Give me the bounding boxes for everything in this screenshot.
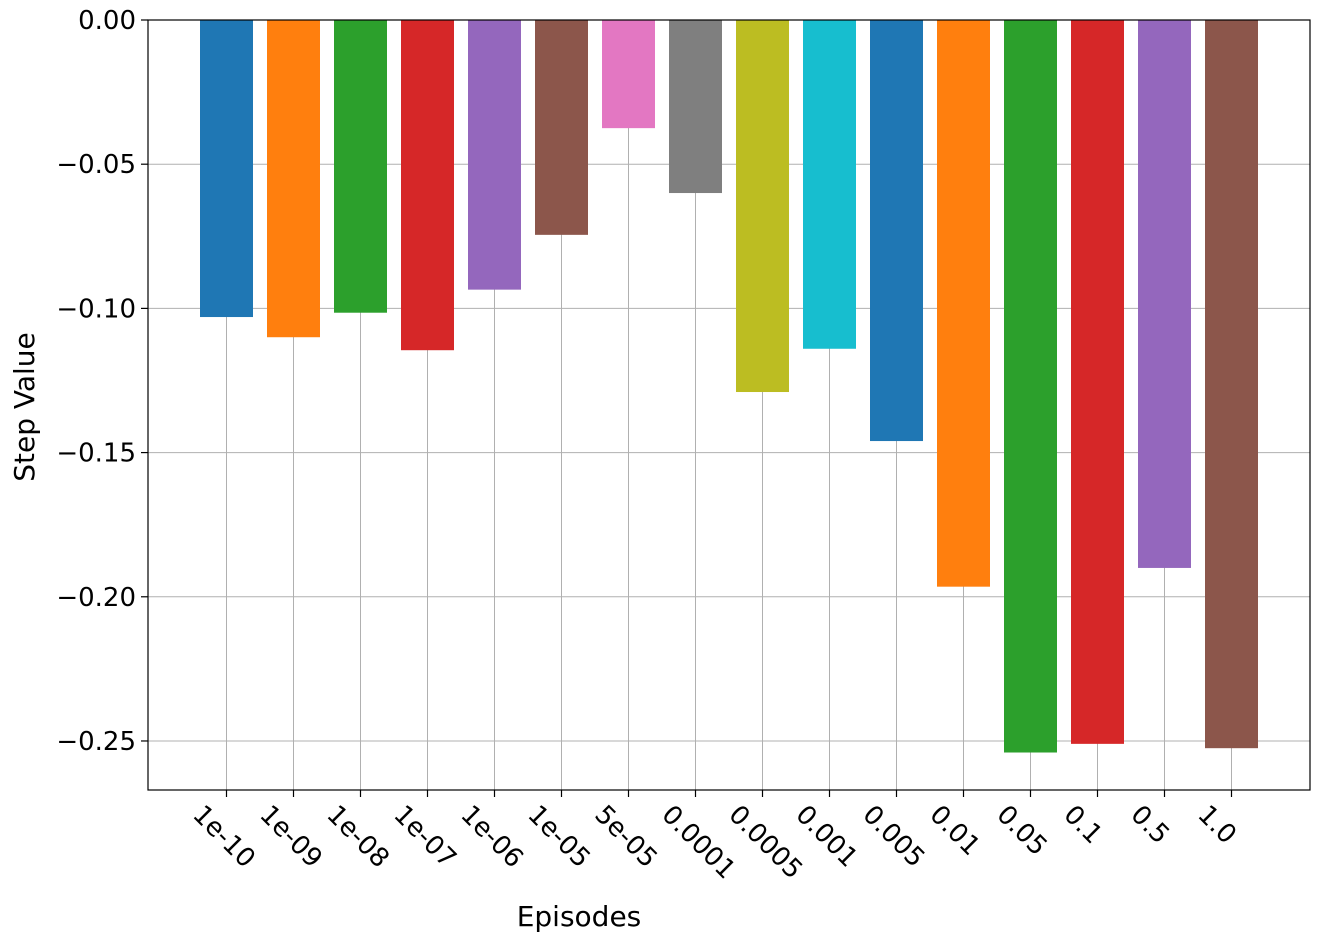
bar bbox=[1138, 20, 1191, 568]
x-tick-label: 0.005 bbox=[857, 800, 931, 874]
bar bbox=[1071, 20, 1124, 744]
x-axis-ticks: 1e-101e-091e-081e-071e-061e-055e-050.000… bbox=[187, 790, 1242, 885]
x-tick-label: 1e-08 bbox=[321, 800, 395, 874]
x-tick-label: 0.0005 bbox=[723, 800, 809, 886]
bar bbox=[669, 20, 722, 194]
y-tick-label: −0.10 bbox=[56, 294, 136, 324]
x-tick-label: 0.0001 bbox=[656, 800, 742, 886]
bar bbox=[535, 20, 588, 235]
y-tick-label: −0.25 bbox=[56, 727, 136, 757]
bar bbox=[267, 20, 320, 338]
bar bbox=[803, 20, 856, 349]
y-tick-label: −0.20 bbox=[56, 583, 136, 613]
bar bbox=[401, 20, 454, 351]
bar bbox=[602, 20, 655, 129]
x-axis-label: Episodes bbox=[517, 900, 642, 933]
x-tick-label: 1.0 bbox=[1192, 800, 1242, 850]
y-axis-ticks: 0.00 −0.05 −0.10 −0.15 −0.20 −0.25 bbox=[56, 6, 148, 757]
x-tick-label: 1e-09 bbox=[254, 800, 328, 874]
y-axis-label: Step Value bbox=[8, 332, 41, 482]
x-tick-label: 0.1 bbox=[1058, 800, 1108, 850]
bar bbox=[200, 20, 253, 318]
bar bbox=[1004, 20, 1057, 753]
y-tick-label: 0.00 bbox=[78, 6, 136, 36]
bar bbox=[870, 20, 923, 442]
bar bbox=[1205, 20, 1258, 749]
bars bbox=[200, 20, 1258, 753]
y-tick-label: −0.05 bbox=[56, 150, 136, 180]
bar bbox=[736, 20, 789, 393]
x-tick-label: 1e-06 bbox=[455, 800, 529, 874]
bar bbox=[468, 20, 521, 290]
grid-lines bbox=[148, 19, 1310, 790]
bar bbox=[937, 20, 990, 587]
x-tick-label: 1e-05 bbox=[522, 800, 596, 874]
x-tick-label: 0.01 bbox=[924, 800, 986, 862]
x-tick-label: 0.5 bbox=[1125, 800, 1175, 850]
x-tick-label: 1e-10 bbox=[187, 800, 261, 874]
x-tick-label: 1e-07 bbox=[388, 800, 462, 874]
plot-frame bbox=[147, 19, 1311, 791]
bar bbox=[334, 20, 387, 313]
y-tick-label: −0.15 bbox=[56, 439, 136, 469]
x-tick-label: 0.05 bbox=[991, 800, 1053, 862]
x-tick-label: 5e-05 bbox=[589, 800, 663, 874]
